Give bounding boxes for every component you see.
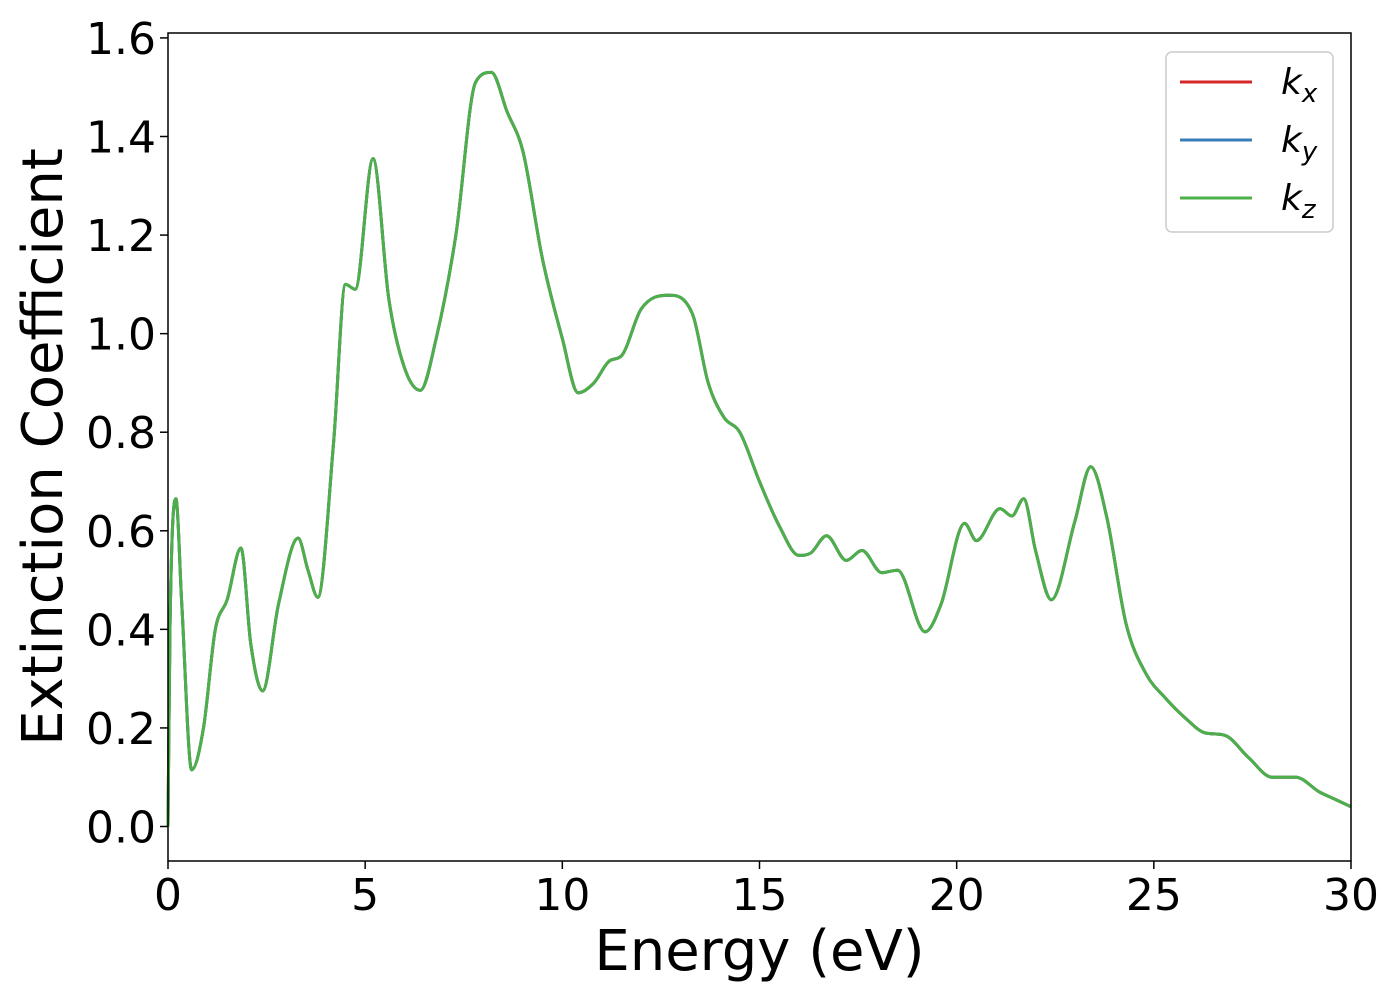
legend-label-subscript: z	[1301, 195, 1317, 225]
y-tick-label: 1.0	[86, 310, 156, 361]
legend-label-ky: ky	[1281, 120, 1318, 167]
legend-label-subscript: y	[1301, 137, 1318, 167]
y-tick-label: 0.6	[86, 507, 156, 558]
y-axis: 0.0 0.2 0.4 0.6 0.8 1.0 1.2 1.4 1.6	[86, 14, 168, 854]
legend-label-base: k	[1281, 120, 1304, 161]
x-tick-label: 20	[929, 870, 985, 921]
y-tick-label: 0.4	[86, 605, 156, 656]
legend-label-base: k	[1281, 62, 1304, 103]
legend-label-kz: kz	[1281, 178, 1317, 225]
y-tick-label: 1.2	[86, 211, 156, 262]
series-layer	[166, 70, 1352, 827]
x-tick-label: 0	[154, 870, 182, 921]
y-axis-label: Extinction Coefficient	[11, 148, 76, 746]
legend-box	[1165, 51, 1334, 233]
legend-label-subscript: x	[1301, 79, 1318, 109]
x-axis-label: Energy (eV)	[594, 919, 924, 984]
y-tick-label: 1.6	[86, 14, 156, 65]
series-line-kz	[166, 70, 1352, 827]
y-tick-label: 0.0	[86, 803, 156, 854]
legend-label-base: k	[1281, 178, 1304, 219]
y-tick-label: 1.4	[86, 113, 156, 164]
x-tick-label: 10	[534, 870, 590, 921]
x-tick-label: 30	[1323, 870, 1379, 921]
legend-label-kx: kx	[1281, 62, 1318, 109]
x-tick-label: 15	[732, 870, 788, 921]
y-tick-label: 0.8	[86, 408, 156, 459]
y-tick-label: 0.2	[86, 704, 156, 755]
x-tick-label: 5	[351, 870, 379, 921]
x-tick-label: 25	[1126, 870, 1182, 921]
x-axis: 0 5 10 15 20 25 30	[154, 861, 1379, 921]
